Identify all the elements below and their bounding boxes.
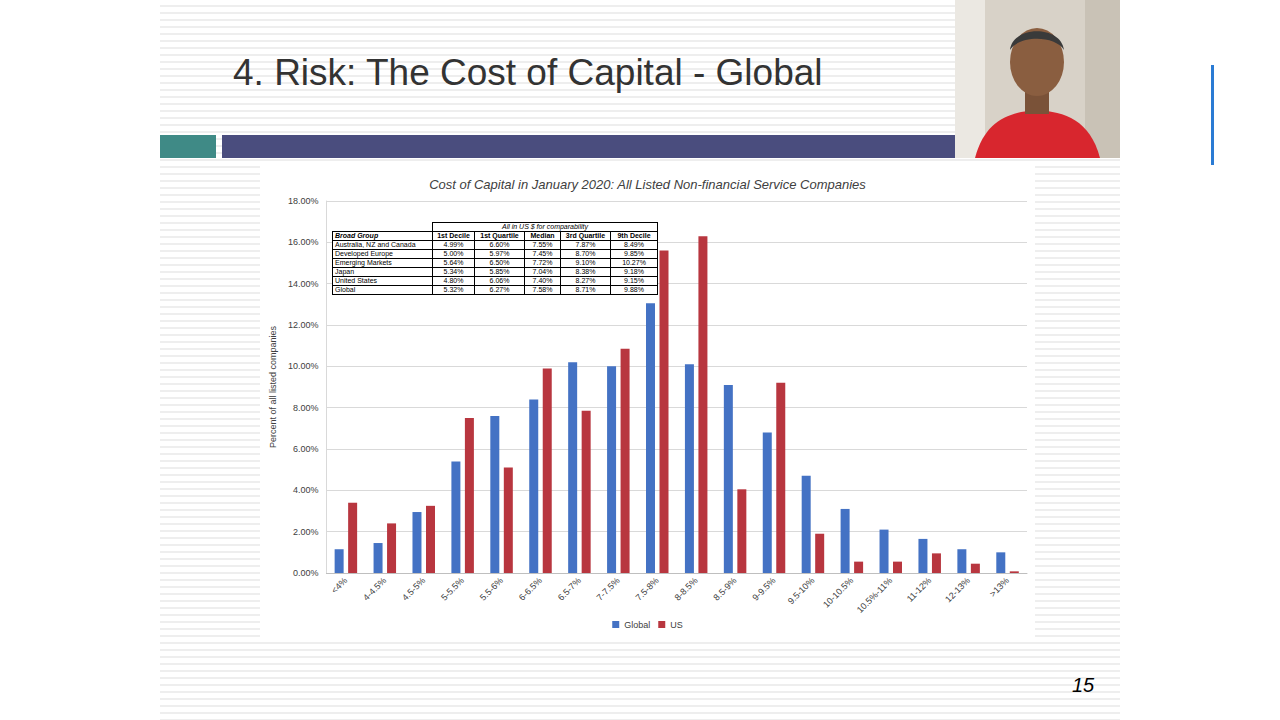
svg-text:6.00%: 6.00% <box>293 444 319 454</box>
svg-text:2.00%: 2.00% <box>293 527 319 537</box>
svg-text:11-12%: 11-12% <box>905 575 934 604</box>
html-text:5.34%: 5.34% <box>443 268 464 275</box>
svg-text:>13%: >13% <box>988 575 1012 599</box>
svg-text:14.00%: 14.00% <box>288 279 319 289</box>
html-text:5.32%: 5.32% <box>443 286 464 293</box>
html-text:4.80%: 4.80% <box>443 277 464 284</box>
html-text:5.64%: 5.64% <box>443 259 464 266</box>
svg-text:12.00%: 12.00% <box>288 320 319 330</box>
html-text:United States: United States <box>335 277 377 284</box>
svg-text:9-9.5%: 9-9.5% <box>750 575 777 602</box>
svg-text:18.00%: 18.00% <box>288 196 319 206</box>
html-text:15: 15 <box>1072 674 1095 696</box>
html-text:7.55%: 7.55% <box>532 241 553 248</box>
svg-text:Global: Global <box>624 620 650 630</box>
html-text:9.10%: 9.10% <box>575 259 596 266</box>
html-text:7.45%: 7.45% <box>532 250 553 257</box>
svg-text:4-4.5%: 4-4.5% <box>361 575 388 602</box>
html-text:9th Decile: 9th Decile <box>617 232 651 239</box>
html-text:9.18%: 9.18% <box>624 268 644 275</box>
html-text:7.72%: 7.72% <box>532 259 553 266</box>
svg-text:7.5-8%: 7.5-8% <box>634 575 661 602</box>
svg-text:5-5.5%: 5-5.5% <box>439 575 466 602</box>
svg-text:6.5-7%: 6.5-7% <box>556 575 583 602</box>
svg-text:9.5-10%: 9.5-10% <box>786 575 817 606</box>
html-text:6.50%: 6.50% <box>489 259 510 266</box>
svg-text:12-13%: 12-13% <box>943 575 972 604</box>
html-text:6.60%: 6.60% <box>489 241 510 248</box>
html-text:1st Quartile: 1st Quartile <box>480 232 519 239</box>
svg-text:10.5%-11%: 10.5%-11% <box>855 575 894 614</box>
html-text:Broad Group: Broad Group <box>335 232 379 239</box>
svg-text:6-6.5%: 6-6.5% <box>517 575 544 602</box>
svg-text:7-7.5%: 7-7.5% <box>595 575 622 602</box>
html-text:1st Decile: 1st Decile <box>437 232 470 239</box>
svg-text:<4%: <4% <box>329 575 349 595</box>
svg-text:10.00%: 10.00% <box>288 361 319 371</box>
html-text:6.27%: 6.27% <box>489 286 510 293</box>
html-text:3rd Quartile: 3rd Quartile <box>565 232 606 239</box>
html-text:4.99%: 4.99% <box>443 241 464 248</box>
html-text:8.70%: 8.70% <box>575 250 596 257</box>
html-text:6.06%: 6.06% <box>489 277 510 284</box>
html-text:Australia, NZ and Canada: Australia, NZ and Canada <box>335 241 416 248</box>
html-text:9.85%: 9.85% <box>624 250 644 257</box>
html-text:5.97%: 5.97% <box>489 250 510 257</box>
svg-text:4.5-5%: 4.5-5% <box>400 575 427 602</box>
html-text:8.38%: 8.38% <box>575 268 596 275</box>
html-text:9.15%: 9.15% <box>624 277 644 284</box>
svg-text:10-10.5%: 10-10.5% <box>821 575 855 609</box>
svg-text:8.00%: 8.00% <box>293 403 319 413</box>
html-text:5.00%: 5.00% <box>443 250 464 257</box>
html-text:7.87%: 7.87% <box>575 241 596 248</box>
html-text:Developed Europe: Developed Europe <box>335 250 393 257</box>
svg-text:8.5-9%: 8.5-9% <box>711 575 738 602</box>
html-text:7.58%: 7.58% <box>532 286 553 293</box>
svg-text:5.5-6%: 5.5-6% <box>478 575 505 602</box>
svg-text:16.00%: 16.00% <box>288 237 319 247</box>
svg-text:Cost of Capital in January 202: Cost of Capital in January 2020: All Lis… <box>429 177 866 192</box>
svg-text:8-8.5%: 8-8.5% <box>673 575 700 602</box>
html-text:7.04%: 7.04% <box>532 268 553 275</box>
html-text:4. Risk: The Cost of Capital -: 4. Risk: The Cost of Capital - Global <box>233 52 823 93</box>
html-text:5.85%: 5.85% <box>489 268 510 275</box>
html-text:8.27%: 8.27% <box>575 277 596 284</box>
html-text:Emerging Markets: Emerging Markets <box>335 259 392 266</box>
html-text:All in US $ for comparability: All in US $ for comparability <box>502 223 588 230</box>
html-text:7.40%: 7.40% <box>532 277 553 284</box>
svg-text:4.00%: 4.00% <box>293 485 319 495</box>
html-text:10.27%: 10.27% <box>622 259 646 266</box>
svg-text:Percent of all listed companie: Percent of all listed companies <box>268 325 278 448</box>
html-text:Median: Median <box>530 232 555 239</box>
html-text:Global: Global <box>335 286 356 293</box>
html-text:8.71%: 8.71% <box>575 286 596 293</box>
html-text:Japan: Japan <box>335 268 355 275</box>
html-text:9.88%: 9.88% <box>624 286 644 293</box>
svg-text:US: US <box>670 620 683 630</box>
html-text:8.49%: 8.49% <box>624 241 644 248</box>
svg-text:0.00%: 0.00% <box>293 568 319 578</box>
